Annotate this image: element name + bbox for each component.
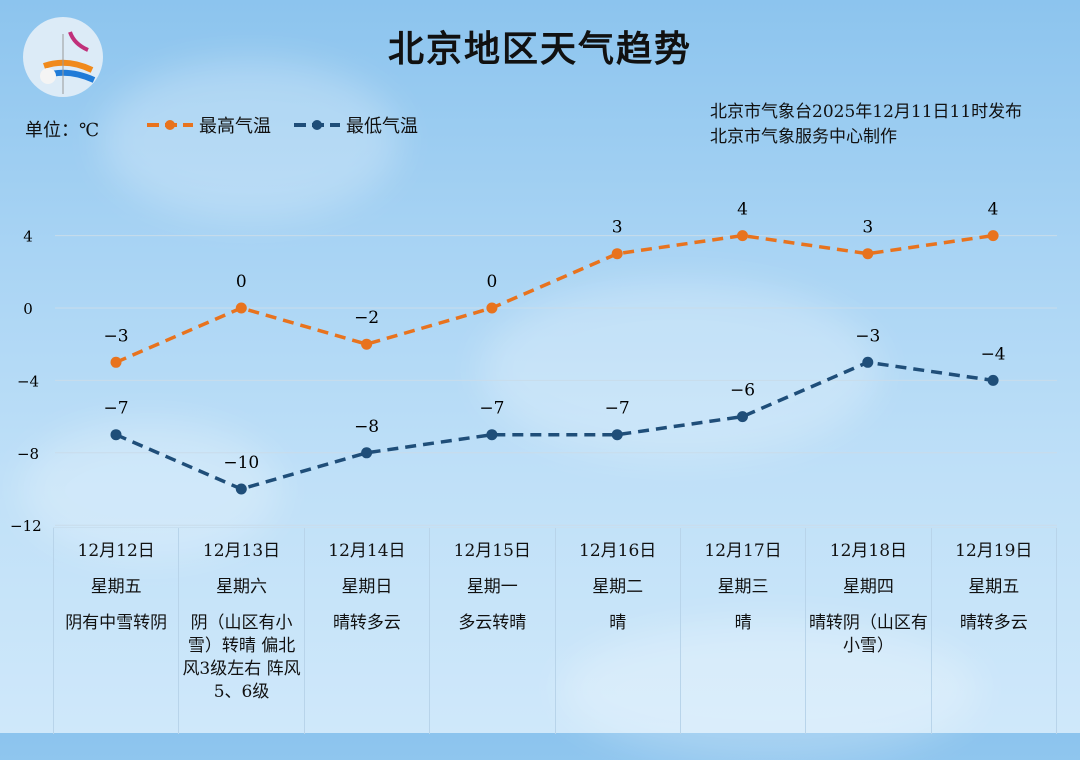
- data-point: [737, 230, 748, 242]
- forecast-day-column: 12月16日 星期二晴: [554, 528, 680, 734]
- forecast-weather: 晴转多云: [959, 613, 1028, 633]
- forecast-weather: 阴（山区有小雪）转晴 偏北风3级左右 阵风5、6级: [182, 613, 301, 702]
- issuer-info: 北京市气象台2025年12月11日11时发布 北京市气象服务中心制作: [710, 100, 1022, 150]
- data-label: 4: [737, 200, 748, 220]
- data-label: −7: [479, 399, 504, 419]
- data-label: −3: [103, 326, 128, 346]
- forecast-weather: 晴转阴（山区有小雪）: [808, 613, 928, 656]
- data-label: −7: [103, 399, 128, 419]
- forecast-weekday: 星期五: [90, 577, 142, 597]
- y-tick-label: −8: [17, 445, 39, 463]
- forecast-weekday: 星期二: [592, 577, 644, 597]
- forecast-weather: 阴有中雪转阴: [65, 613, 168, 633]
- forecast-weekday: 星期三: [717, 577, 769, 597]
- forecast-date: 12月17日: [704, 541, 782, 561]
- data-point: [110, 429, 122, 441]
- data-point: [737, 411, 748, 423]
- data-point: [235, 483, 247, 495]
- data-label: 3: [612, 218, 623, 238]
- data-label: 0: [236, 272, 247, 292]
- legend-low: 最低气温: [292, 112, 418, 138]
- data-point: [235, 302, 247, 314]
- forecast-day-column: 12月13日 星期六阴（山区有小雪）转晴 偏北风3级左右 阵风5、6级: [178, 528, 303, 734]
- y-tick-label: −4: [17, 372, 39, 390]
- data-label: 3: [862, 218, 873, 238]
- forecast-table: 12月12日 星期五 阴有中雪转阴 12月13日 星期六 阴（山区有小雪）转晴 偏北风3级…: [53, 527, 1057, 734]
- chart-title: 北京地区天气趋势: [387, 28, 692, 70]
- data-point: [611, 429, 623, 441]
- forecast-weekday: 星期五: [968, 577, 1020, 597]
- forecast-weather: 晴: [609, 613, 627, 633]
- issuer-line-2: 北京市气象服务中心制作: [710, 127, 897, 147]
- y-tick-label: 4: [23, 228, 33, 246]
- forecast-weekday: 星期四: [842, 577, 894, 597]
- data-point: [486, 429, 498, 441]
- data-point: [361, 447, 373, 459]
- forecast-weekday: 星期日: [341, 577, 393, 597]
- y-tick-label: 0: [23, 300, 33, 318]
- forecast-weekday: 星期一: [466, 577, 518, 597]
- forecast-date: 12月16日: [579, 541, 657, 561]
- data-label: −4: [981, 344, 1006, 364]
- data-point: [862, 248, 874, 260]
- forecast-day-column: 12月15日 星期一多云转晴: [429, 528, 554, 734]
- data-label: −8: [354, 417, 379, 437]
- meteorological-service-logo: [23, 17, 103, 97]
- data-label: −7: [605, 399, 630, 419]
- data-label: 0: [486, 272, 497, 292]
- data-label: −6: [730, 381, 755, 401]
- temperature-chart: 4 0 −4 −8 −12 −3 0 −2 0 3 4 3 4 −7 −10 −8 −7 −7 −6 −3 −4: [10, 200, 1057, 535]
- data-label: −10: [223, 453, 259, 473]
- forecast-day-column: 12月17日 星期三晴: [679, 528, 805, 734]
- legend-high: 最高气温: [145, 112, 271, 138]
- data-point: [486, 302, 498, 314]
- forecast-day-column: 12月19日 星期五晴转多云: [930, 528, 1057, 734]
- forecast-weekday: 星期六: [216, 577, 268, 597]
- data-point: [361, 338, 373, 350]
- forecast-date: 12月15日: [453, 541, 531, 561]
- unit-label: 单位：℃: [25, 120, 100, 141]
- data-point: [862, 356, 874, 368]
- legend-high-marker-icon: [147, 120, 193, 130]
- forecast-weather: 晴转多云: [332, 613, 401, 633]
- issuer-line-1: 北京市气象台2025年12月11日11时发布: [710, 102, 1023, 122]
- series-line-high: [115, 233, 994, 364]
- legend-low-label: 最低气温: [346, 116, 418, 137]
- legend-low-marker-icon: [294, 120, 340, 130]
- data-point: [987, 230, 999, 242]
- forecast-day-column: 12月14日 星期日晴转多云: [303, 528, 429, 734]
- series-line-low: [115, 360, 994, 491]
- forecast-day-column: 12月12日 星期五阴有中雪转阴: [53, 528, 178, 734]
- forecast-weather: 多云转晴: [458, 613, 527, 633]
- data-label: −2: [354, 308, 379, 328]
- data-label: 4: [988, 200, 999, 220]
- data-label: −3: [855, 326, 880, 346]
- data-point: [611, 248, 623, 260]
- forecast-date: 12月12日: [77, 541, 155, 561]
- y-tick-label: −12: [10, 517, 42, 535]
- forecast-day-column: 12月18日 星期四晴转阴（山区有小雪）: [805, 528, 930, 734]
- forecast-weather: 晴: [734, 613, 752, 633]
- data-point: [987, 374, 999, 386]
- legend-high-label: 最高气温: [199, 116, 271, 137]
- data-point: [110, 356, 122, 368]
- forecast-date: 12月13日: [202, 541, 281, 561]
- forecast-date: 12月18日: [829, 541, 908, 561]
- forecast-date: 12月14日: [328, 541, 406, 561]
- forecast-date: 12月19日: [955, 541, 1033, 561]
